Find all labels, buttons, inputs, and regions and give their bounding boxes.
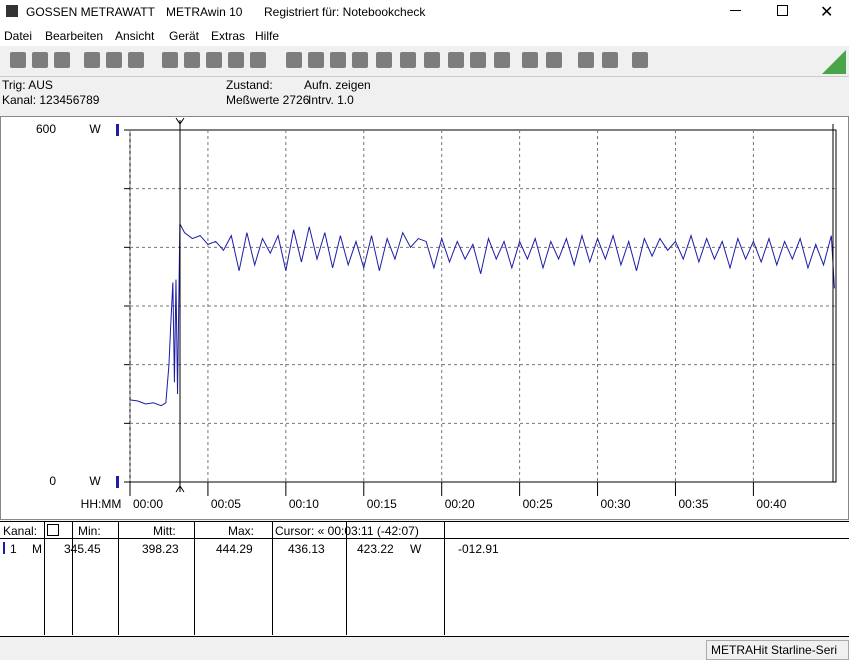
axis-marker xyxy=(116,124,119,136)
table-header: Mitt: xyxy=(153,524,176,538)
x-axis-label: HH:MM xyxy=(81,497,122,511)
column-divider xyxy=(444,522,445,635)
title-bar xyxy=(0,0,849,24)
table-header: Kanal: xyxy=(3,524,38,538)
chart-border xyxy=(0,116,849,520)
zustand: Zustand: xyxy=(226,78,273,92)
table-cell: 423.22 xyxy=(357,542,394,556)
x-tick-label: 00:30 xyxy=(601,497,631,511)
table-cell: 444.29 xyxy=(216,542,253,556)
toolbar-button[interactable] xyxy=(578,52,594,68)
toolbar-button[interactable] xyxy=(162,52,178,68)
x-tick-label: 00:35 xyxy=(678,497,708,511)
x-tick-label: 00:00 xyxy=(133,497,163,511)
table-cell: M xyxy=(32,542,42,556)
toolbar-button[interactable] xyxy=(376,52,392,68)
toolbar-button[interactable] xyxy=(106,52,122,68)
toolbar-button[interactable] xyxy=(10,52,26,68)
maximize-button[interactable] xyxy=(777,5,788,16)
menu-item[interactable]: Gerät xyxy=(169,29,200,43)
header-divider xyxy=(0,538,849,539)
toolbar-button[interactable] xyxy=(54,52,70,68)
toolbar-button[interactable] xyxy=(250,52,266,68)
toolbar-button[interactable] xyxy=(32,52,48,68)
corner-indicator xyxy=(822,50,846,74)
close-button[interactable]: ✕ xyxy=(820,4,834,21)
table-cell: 345.45 xyxy=(64,542,101,556)
menu-item[interactable]: Extras xyxy=(211,29,246,43)
toolbar-button[interactable] xyxy=(546,52,562,68)
toolbar-button[interactable] xyxy=(522,52,538,68)
cursor-handle xyxy=(175,485,185,493)
axis-marker xyxy=(116,476,119,488)
x-tick-label: 00:20 xyxy=(445,497,475,511)
column-divider xyxy=(44,522,45,635)
x-tick-label: 00:40 xyxy=(756,497,786,511)
table-cell: W xyxy=(410,542,422,556)
table-cell: 398.23 xyxy=(142,542,179,556)
y-unit-bottom: W xyxy=(89,474,101,488)
menu-item[interactable]: Datei xyxy=(4,29,33,43)
data-line xyxy=(129,223,835,407)
toolbar-button[interactable] xyxy=(228,52,244,68)
menu-bar xyxy=(0,24,849,46)
x-tick-label: 00:05 xyxy=(211,497,241,511)
app-name: GOSSEN METRAWATT xyxy=(26,5,155,19)
table-header: Cursor: « 00:03:11 (-42:07) xyxy=(275,524,419,538)
x-tick-label: 00:10 xyxy=(289,497,319,511)
column-divider xyxy=(118,522,119,635)
toolbar-button[interactable] xyxy=(286,52,302,68)
app-icon xyxy=(6,5,18,17)
checkbox xyxy=(47,524,59,536)
status-text: METRAHit Starline-Seri xyxy=(711,643,838,657)
toolbar-button[interactable] xyxy=(206,52,222,68)
table-cell: -012.91 xyxy=(458,542,499,556)
table-cell: 436.13 xyxy=(288,542,325,556)
table-cell: 1 xyxy=(10,542,17,556)
aufn: Aufn. zeigen xyxy=(304,78,371,92)
toolbar-button[interactable] xyxy=(352,52,368,68)
x-tick-label: 00:25 xyxy=(523,497,553,511)
column-divider xyxy=(346,522,347,635)
column-divider xyxy=(272,522,273,635)
messwerte: Meßwerte 2726 xyxy=(226,93,310,107)
toolbar-button[interactable] xyxy=(470,52,486,68)
y-tick-label: 600 xyxy=(36,122,56,136)
channel-marker xyxy=(3,542,5,554)
table-header: Min: xyxy=(78,524,101,538)
toolbar-button[interactable] xyxy=(424,52,440,68)
toolbar-button[interactable] xyxy=(308,52,324,68)
toolbar-button[interactable] xyxy=(128,52,144,68)
minimize-button[interactable] xyxy=(730,10,741,11)
toolbar-button[interactable] xyxy=(400,52,416,68)
column-divider xyxy=(194,522,195,635)
toolbar-button[interactable] xyxy=(330,52,346,68)
table xyxy=(0,521,849,637)
kanal: Kanal: 123456789 xyxy=(2,93,100,107)
toolbar-button[interactable] xyxy=(448,52,464,68)
y-unit-top: W xyxy=(89,122,101,136)
x-tick-label: 00:15 xyxy=(367,497,397,511)
menu-item[interactable]: Bearbeiten xyxy=(45,29,104,43)
trig: Trig: AUS xyxy=(2,78,53,92)
program-name: METRAwin 10 xyxy=(166,5,243,19)
registration: Registriert für: Notebookcheck xyxy=(264,5,426,19)
y-tick-label: 0 xyxy=(49,474,56,488)
toolbar-button[interactable] xyxy=(602,52,618,68)
column-divider xyxy=(72,522,73,635)
chart: HH:MM W W 0 600 00:00 00:05 00:10 00:15 00:20 0… xyxy=(0,116,849,520)
cursor-handle xyxy=(175,117,185,125)
toolbar-button[interactable] xyxy=(84,52,100,68)
intrv: Intrv. 1.0 xyxy=(308,93,354,107)
toolbar-button[interactable] xyxy=(632,52,648,68)
toolbar-button[interactable] xyxy=(494,52,510,68)
menu-item[interactable]: Ansicht xyxy=(115,29,155,43)
toolbar-button[interactable] xyxy=(184,52,200,68)
menu-item[interactable]: Hilfe xyxy=(255,29,280,43)
table-header: Max: xyxy=(228,524,255,538)
info-panel xyxy=(0,76,849,114)
